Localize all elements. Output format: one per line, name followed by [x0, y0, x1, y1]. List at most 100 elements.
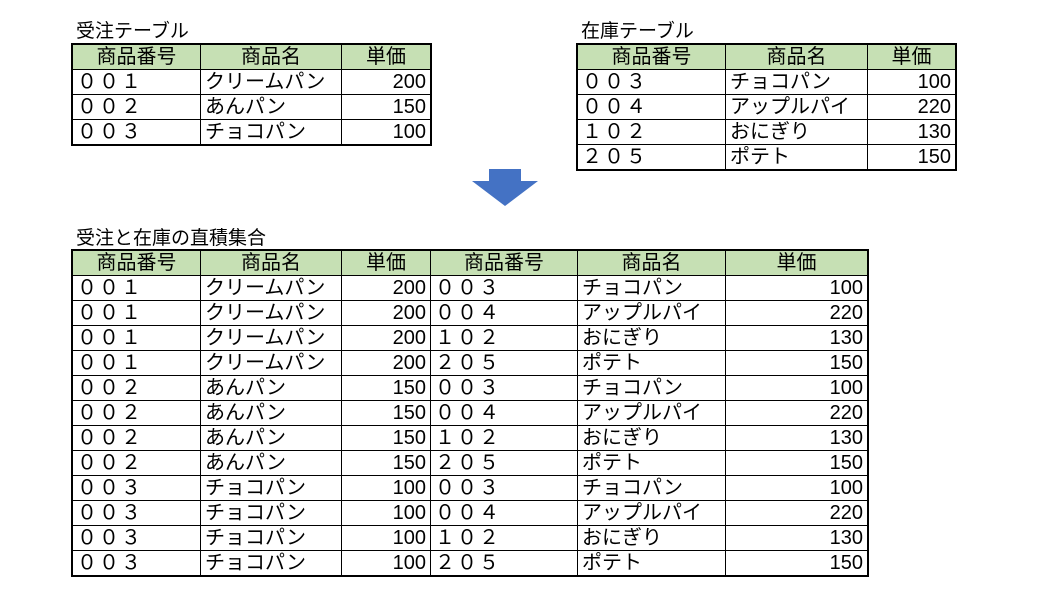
- product-name-cell: アップルパイ: [725, 94, 868, 120]
- product-name-cell: おにぎり: [577, 325, 726, 351]
- product-code-cell: ００３: [430, 375, 578, 401]
- price-cell: 150: [341, 425, 431, 451]
- price-cell: 150: [341, 400, 431, 426]
- table-row: ００２ あんパン 150 １０２ おにぎり 130: [71, 425, 869, 451]
- table-row: ００１ クリームパン 200 ２０５ ポテト 150: [71, 350, 869, 376]
- table-row: ００１ クリームパン 200 ００３ チョコパン 100: [71, 275, 869, 301]
- price-cell: 100: [341, 550, 431, 577]
- product-code-cell: ００２: [71, 375, 201, 401]
- table-row: １０２ おにぎり 130: [576, 119, 957, 145]
- product-name-cell: あんパン: [200, 375, 342, 401]
- product-code-cell: １０２: [430, 525, 578, 551]
- product-name-cell: ポテト: [577, 450, 726, 476]
- product-name-cell: チョコパン: [200, 550, 342, 577]
- product-code-cell: ００１: [71, 69, 201, 95]
- product-name-cell: チョコパン: [577, 275, 726, 301]
- table-row: ００２ あんパン 150 ００３ チョコパン 100: [71, 375, 869, 401]
- product-name-cell: チョコパン: [200, 500, 342, 526]
- product-name-cell: ポテト: [725, 144, 868, 171]
- table-row: ００２ あんパン 150 ００４ アップルパイ 220: [71, 400, 869, 426]
- product-code-cell: ００４: [430, 300, 578, 326]
- price-cell: 150: [341, 94, 432, 120]
- product-code-cell: ００２: [71, 400, 201, 426]
- product-code-cell: ２０５: [576, 144, 726, 171]
- price-cell: 100: [341, 525, 431, 551]
- product-code-cell: ００４: [576, 94, 726, 120]
- product-code-cell: ００２: [71, 450, 201, 476]
- product-code-cell: ００３: [430, 475, 578, 501]
- price-cell: 130: [725, 325, 869, 351]
- column-header: 単価: [867, 43, 957, 70]
- down-arrow-icon: [472, 169, 538, 206]
- product-name-cell: あんパン: [200, 400, 342, 426]
- price-cell: 150: [725, 550, 869, 577]
- price-cell: 100: [867, 69, 957, 95]
- product-code-cell: ００４: [430, 400, 578, 426]
- table-row: ００３ チョコパン 100 ００３ チョコパン 100: [71, 475, 869, 501]
- price-cell: 200: [341, 275, 431, 301]
- stock-table: 商品番号 商品名 単価 ００３ チョコパン 100 ００４ アップルパイ 220 １０２ おにぎり 1…: [576, 43, 957, 171]
- header-row: 商品番号 商品名 単価 商品番号 商品名 単価: [71, 249, 869, 276]
- price-cell: 200: [341, 69, 432, 95]
- product-name-cell: おにぎり: [577, 525, 726, 551]
- table-row: ００３ チョコパン 100 １０２ おにぎり 130: [71, 525, 869, 551]
- price-cell: 150: [867, 144, 957, 171]
- price-cell: 150: [341, 450, 431, 476]
- price-cell: 150: [725, 450, 869, 476]
- product-name-cell: クリームパン: [200, 325, 342, 351]
- product-name-cell: ポテト: [577, 350, 726, 376]
- table-row: ００１ クリームパン 200 ００４ アップルパイ 220: [71, 300, 869, 326]
- header-row: 商品番号 商品名 単価: [71, 43, 432, 70]
- table-row: ００２ あんパン 150: [71, 94, 432, 120]
- product-name-cell: ポテト: [577, 550, 726, 577]
- product-name-cell: クリームパン: [200, 69, 342, 95]
- column-header: 商品名: [725, 43, 868, 70]
- product-name-cell: アップルパイ: [577, 500, 726, 526]
- product-code-cell: １０２: [430, 425, 578, 451]
- product-name-cell: あんパン: [200, 450, 342, 476]
- table-row: ００３ チョコパン 100 ２０５ ポテト 150: [71, 550, 869, 577]
- orders-table-title: 受注テーブル: [76, 21, 189, 42]
- price-cell: 100: [341, 475, 431, 501]
- column-header: 商品名: [200, 43, 342, 70]
- table-row: ００１ クリームパン 200: [71, 69, 432, 95]
- column-header: 商品番号: [71, 249, 201, 276]
- product-name-cell: チョコパン: [200, 119, 342, 146]
- product-code-cell: ２０５: [430, 550, 578, 577]
- price-cell: 130: [725, 525, 869, 551]
- product-code-cell: ００１: [71, 350, 201, 376]
- column-header: 商品番号: [430, 249, 578, 276]
- product-code-cell: ００３: [71, 525, 201, 551]
- column-header: 単価: [341, 249, 431, 276]
- product-code-cell: ００１: [71, 325, 201, 351]
- table-row: ００４ アップルパイ 220: [576, 94, 957, 120]
- product-name-cell: チョコパン: [577, 375, 726, 401]
- product-code-cell: ００３: [71, 550, 201, 577]
- price-cell: 150: [341, 375, 431, 401]
- product-name-cell: クリームパン: [200, 300, 342, 326]
- product-code-cell: １０２: [576, 119, 726, 145]
- product-name-cell: おにぎり: [577, 425, 726, 451]
- price-cell: 100: [341, 500, 431, 526]
- column-header: 商品名: [200, 249, 342, 276]
- price-cell: 200: [341, 300, 431, 326]
- table-row: ００１ クリームパン 200 １０２ おにぎり 130: [71, 325, 869, 351]
- table-row: ００２ あんパン 150 ２０５ ポテト 150: [71, 450, 869, 476]
- product-name-cell: アップルパイ: [577, 300, 726, 326]
- product-code-cell: ００３: [71, 475, 201, 501]
- product-name-cell: アップルパイ: [577, 400, 726, 426]
- price-cell: 220: [725, 300, 869, 326]
- product-code-cell: ００３: [430, 275, 578, 301]
- column-header: 単価: [341, 43, 432, 70]
- price-cell: 220: [867, 94, 957, 120]
- column-header: 商品番号: [71, 43, 201, 70]
- product-name-cell: あんパン: [200, 94, 342, 120]
- product-code-cell: ００３: [71, 500, 201, 526]
- cartesian-product-table: 商品番号 商品名 単価 商品番号 商品名 単価 ００１ クリームパン 200 ００３ チョコパン 10…: [71, 249, 869, 577]
- column-header: 単価: [725, 249, 869, 276]
- price-cell: 130: [867, 119, 957, 145]
- product-code-cell: ００２: [71, 425, 201, 451]
- price-cell: 150: [725, 350, 869, 376]
- orders-table: 商品番号 商品名 単価 ００１ クリームパン 200 ００２ あんパン 150 ００３ チョコパン 1…: [71, 43, 432, 146]
- table-row: ２０５ ポテト 150: [576, 144, 957, 171]
